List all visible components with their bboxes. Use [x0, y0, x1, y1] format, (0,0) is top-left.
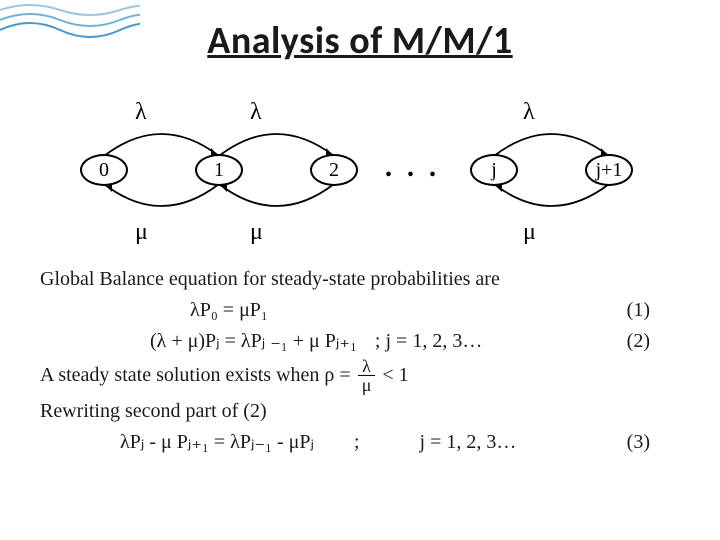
equation-2: (λ + μ)Pⱼ = λPⱼ ₋₁ + μ Pⱼ₊₁ ; j = 1, 2, …	[40, 326, 680, 357]
eq3-condition: j = 1, 2, 3…	[420, 427, 517, 458]
state-node: j+1	[585, 154, 633, 186]
eq3-number: (3)	[627, 427, 680, 458]
eq2-number: (2)	[627, 326, 680, 357]
rho-fraction: λ μ	[358, 357, 376, 396]
rewrite-line: Rewriting second part of (2)	[40, 396, 680, 427]
ellipsis: . . .	[385, 152, 440, 184]
fraction-denominator: μ	[358, 376, 376, 396]
eq3-semicolon: ;	[354, 427, 360, 458]
rate-label: λ	[523, 99, 535, 126]
steady-state-line: A steady state solution exists when ρ = …	[40, 357, 680, 396]
state-diagram: 0 1 2 j j+1 . . . λ λ λ μ μ μ	[50, 84, 670, 254]
rate-label: μ	[250, 219, 263, 246]
state-node: 2	[310, 154, 358, 186]
state-node: j	[470, 154, 518, 186]
intro-line: Global Balance equation for steady-state…	[40, 264, 680, 295]
steady-text-b: < 1	[382, 364, 408, 386]
rate-label: μ	[523, 219, 536, 246]
state-node: 1	[195, 154, 243, 186]
steady-text-a: A steady state solution exists when ρ =	[40, 364, 351, 386]
eq1-number: (1)	[627, 295, 680, 326]
rate-label: λ	[135, 99, 147, 126]
body-content: Global Balance equation for steady-state…	[0, 264, 720, 458]
eq3-expression: λPⱼ - μ Pⱼ₊₁ = λPⱼ₋₁ - μPⱼ	[40, 427, 314, 458]
eq2-condition: ; j = 1, 2, 3…	[375, 326, 482, 357]
wave-decoration	[0, 0, 140, 60]
rate-label: λ	[250, 99, 262, 126]
eq2-expression: (λ + μ)Pⱼ = λPⱼ ₋₁ + μ Pⱼ₊₁	[40, 326, 357, 357]
equation-3: λPⱼ - μ Pⱼ₊₁ = λPⱼ₋₁ - μPⱼ ; j = 1, 2, 3…	[40, 427, 680, 458]
eq1-expression: λP₀ = μP₁	[40, 295, 268, 326]
state-node: 0	[80, 154, 128, 186]
fraction-numerator: λ	[358, 357, 376, 376]
rate-label: μ	[135, 219, 148, 246]
equation-1: λP₀ = μP₁ (1)	[40, 295, 680, 326]
